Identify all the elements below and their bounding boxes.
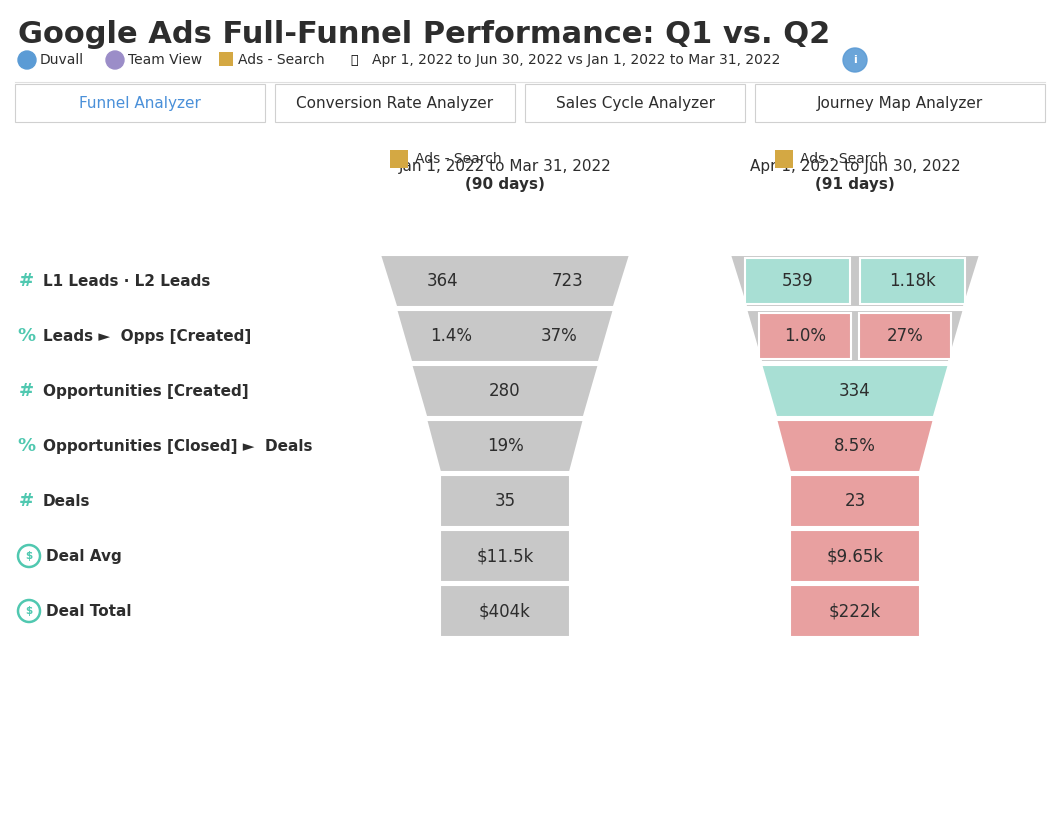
Text: Leads ►  Opps [Created]: Leads ► Opps [Created] (43, 329, 251, 344)
Polygon shape (411, 365, 599, 417)
Polygon shape (730, 255, 980, 307)
Text: #: # (18, 492, 34, 510)
FancyBboxPatch shape (275, 84, 515, 122)
Text: 35: 35 (494, 492, 515, 510)
Text: Duvall: Duvall (40, 53, 84, 67)
Text: 37%: 37% (541, 327, 578, 345)
Text: %: % (17, 327, 35, 345)
Text: #: # (18, 382, 34, 400)
Text: Ads - Search: Ads - Search (238, 53, 324, 67)
FancyBboxPatch shape (745, 258, 850, 304)
Text: i: i (853, 55, 856, 65)
Text: 27%: 27% (886, 327, 923, 345)
Polygon shape (790, 475, 920, 527)
Text: Conversion Rate Analyzer: Conversion Rate Analyzer (297, 95, 494, 110)
Text: Journey Map Analyzer: Journey Map Analyzer (817, 95, 983, 110)
Polygon shape (790, 585, 920, 637)
Text: Ads - Search: Ads - Search (416, 152, 501, 166)
FancyBboxPatch shape (15, 84, 265, 122)
Text: Apr 1, 2022 to Jun 30, 2022: Apr 1, 2022 to Jun 30, 2022 (749, 159, 960, 174)
Polygon shape (440, 585, 570, 637)
Polygon shape (746, 310, 964, 362)
Text: Google Ads Full-Funnel Performance: Q1 vs. Q2: Google Ads Full-Funnel Performance: Q1 v… (18, 20, 830, 49)
Polygon shape (440, 530, 570, 582)
Text: 1.4%: 1.4% (429, 327, 472, 345)
FancyBboxPatch shape (775, 150, 793, 168)
FancyBboxPatch shape (525, 84, 745, 122)
Text: 8.5%: 8.5% (834, 437, 876, 455)
Text: 1.0%: 1.0% (784, 327, 826, 345)
Text: Sales Cycle Analyzer: Sales Cycle Analyzer (555, 95, 714, 110)
Text: $9.65k: $9.65k (827, 547, 884, 565)
Text: Deals: Deals (43, 494, 90, 509)
Text: #: # (18, 272, 34, 290)
FancyBboxPatch shape (219, 52, 233, 66)
Text: $: $ (25, 551, 33, 561)
Polygon shape (440, 475, 570, 527)
Text: 19%: 19% (487, 437, 524, 455)
Polygon shape (790, 530, 920, 582)
Polygon shape (426, 420, 584, 472)
Text: 23: 23 (845, 492, 866, 510)
FancyBboxPatch shape (390, 150, 408, 168)
Text: Ads - Search: Ads - Search (800, 152, 886, 166)
Text: 539: 539 (781, 272, 813, 290)
Text: $: $ (25, 606, 33, 616)
Text: Opportunities [Created]: Opportunities [Created] (43, 383, 249, 398)
FancyBboxPatch shape (755, 84, 1045, 122)
FancyBboxPatch shape (860, 258, 965, 304)
Polygon shape (776, 420, 934, 472)
Text: Opportunities [Closed] ►  Deals: Opportunities [Closed] ► Deals (43, 438, 313, 453)
Text: Deal Avg: Deal Avg (46, 549, 122, 564)
Text: (90 days): (90 days) (465, 177, 545, 192)
Circle shape (843, 48, 867, 72)
Text: $222k: $222k (829, 602, 881, 620)
Text: 723: 723 (551, 272, 583, 290)
Text: Apr 1, 2022 to Jun 30, 2022 vs Jan 1, 2022 to Mar 31, 2022: Apr 1, 2022 to Jun 30, 2022 vs Jan 1, 20… (372, 53, 780, 67)
Circle shape (106, 51, 124, 69)
Text: Jan 1, 2022 to Mar 31, 2022: Jan 1, 2022 to Mar 31, 2022 (399, 159, 612, 174)
Polygon shape (396, 310, 614, 362)
Text: 364: 364 (427, 272, 458, 290)
Polygon shape (379, 255, 630, 307)
Text: $11.5k: $11.5k (476, 547, 533, 565)
Text: $404k: $404k (479, 602, 531, 620)
Text: Team View: Team View (128, 53, 202, 67)
Text: 1.18k: 1.18k (889, 272, 936, 290)
FancyBboxPatch shape (759, 313, 851, 359)
Text: 334: 334 (840, 382, 871, 400)
Text: Deal Total: Deal Total (46, 603, 131, 618)
Text: (91 days): (91 days) (815, 177, 895, 192)
Text: L1 Leads · L2 Leads: L1 Leads · L2 Leads (43, 274, 210, 289)
Circle shape (18, 51, 36, 69)
Text: Funnel Analyzer: Funnel Analyzer (80, 95, 201, 110)
Text: 280: 280 (489, 382, 520, 400)
Polygon shape (761, 365, 949, 417)
FancyBboxPatch shape (860, 313, 951, 359)
Text: 📅: 📅 (350, 53, 357, 66)
Text: %: % (17, 437, 35, 455)
